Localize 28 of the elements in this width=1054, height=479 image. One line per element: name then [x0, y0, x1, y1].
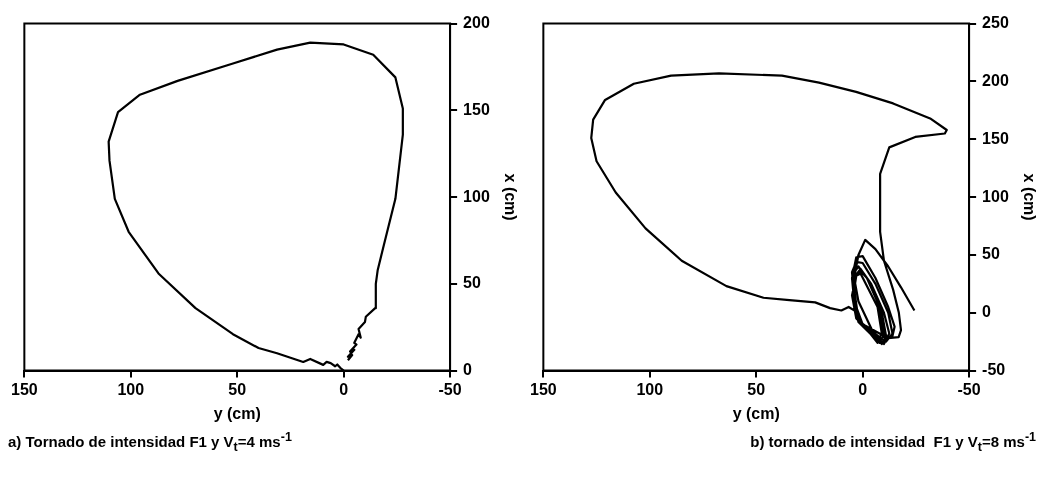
- x-axis-title: y (cm): [732, 404, 780, 422]
- x-tick-label: 0: [339, 380, 349, 398]
- text: a) Tornado de intensidad F1 y V$_{t}$=4 ms$^{-1}$: [8, 429, 293, 454]
- x-tick-label: -50: [438, 380, 462, 398]
- y-axis-title: x (cm): [501, 173, 519, 221]
- x-axis-title: y (cm): [213, 404, 261, 422]
- y-tick-label: 150: [982, 129, 1009, 147]
- y-tick-label: 250: [982, 14, 1009, 32]
- y-tick-label: 100: [982, 187, 1009, 205]
- y-tick-label: 100: [463, 187, 490, 205]
- x-tick-label: 50: [747, 380, 766, 398]
- x-tick-label: 50: [228, 380, 247, 398]
- x-tick-label: 0: [858, 380, 868, 398]
- y-tick-label: 50: [463, 274, 481, 292]
- y-tick-label: 200: [463, 14, 490, 32]
- y-tick-label: 0: [982, 303, 992, 321]
- x-tick-label: 100: [636, 380, 664, 398]
- y-tick-label: 0: [463, 361, 473, 379]
- y-tick-label: -50: [982, 361, 1006, 379]
- y-tick-label: 200: [982, 71, 1009, 89]
- y-tick-label: 50: [982, 245, 1000, 263]
- x-tick-label: -50: [957, 380, 981, 398]
- x-tick-label: 150: [530, 380, 557, 398]
- x-tick-label: 150: [11, 380, 38, 398]
- y-tick-label: 150: [463, 100, 490, 118]
- x-tick-label: 100: [117, 380, 145, 398]
- y-axis-title: x (cm): [1020, 173, 1038, 221]
- text: b) tornado de intensidad F1 y V$_{t}$=8 ms$^{-1}$: [749, 429, 1037, 454]
